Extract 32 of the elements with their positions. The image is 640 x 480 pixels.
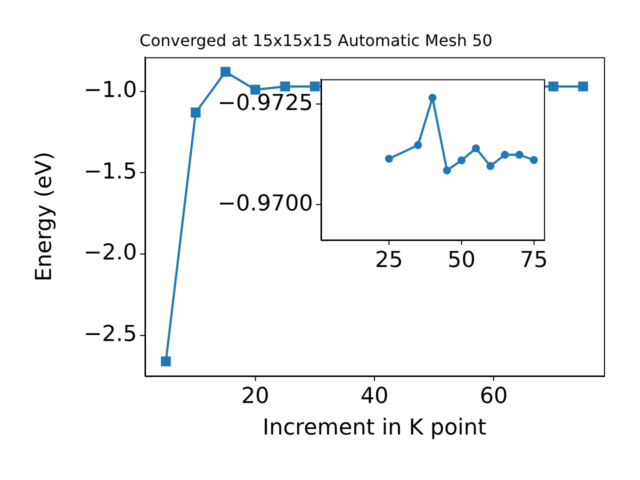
point xyxy=(457,156,466,164)
point xyxy=(472,144,480,152)
point xyxy=(220,66,230,77)
chart-title: Converged at 15x15x15 Automatic Mesh 50 xyxy=(140,30,492,50)
point xyxy=(442,166,451,174)
y-tick-label: −0.9700 xyxy=(218,191,313,216)
x-tick-label: 20 xyxy=(241,384,270,409)
x-tick-label: 40 xyxy=(360,384,388,409)
x-tick-label: 25 xyxy=(375,248,404,273)
point xyxy=(160,356,171,366)
y-tick-label: −2.0 xyxy=(84,240,137,266)
y-axis-title: Energy (eV) xyxy=(32,152,57,282)
x-tick-label: 50 xyxy=(447,248,476,273)
x-axis-title: Increment in K point xyxy=(262,416,487,441)
point xyxy=(310,82,320,92)
point xyxy=(515,150,524,159)
y-tick-label: −0.9725 xyxy=(218,90,313,116)
x-tick-label: 75 xyxy=(520,248,548,273)
point xyxy=(486,162,494,170)
point xyxy=(385,154,394,163)
point xyxy=(500,150,509,159)
point xyxy=(428,94,436,102)
point xyxy=(414,141,422,150)
point xyxy=(548,82,558,92)
point xyxy=(280,82,290,92)
point xyxy=(578,82,588,92)
point xyxy=(530,156,538,164)
y-tick-label: −2.5 xyxy=(84,322,137,348)
point xyxy=(190,108,201,118)
x-tick-label: 60 xyxy=(480,384,508,409)
y-tick-label: −1.0 xyxy=(84,78,137,104)
y-tick-label: −1.5 xyxy=(84,159,137,184)
